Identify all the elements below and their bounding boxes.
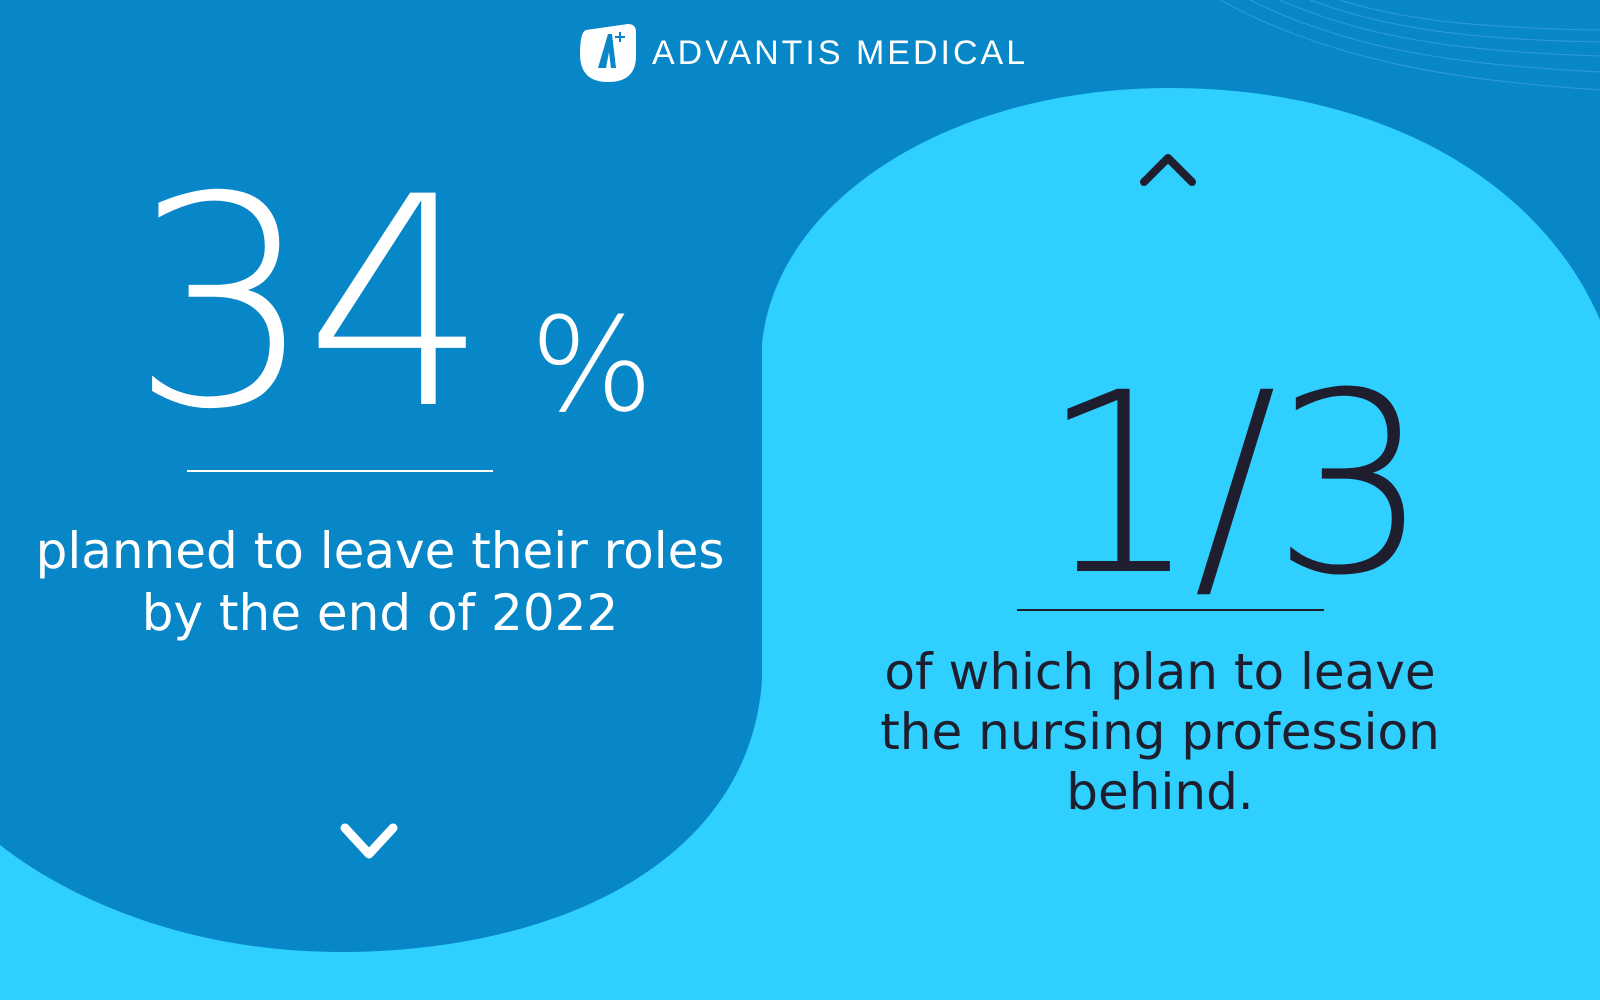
advantis-logo-icon	[580, 24, 636, 82]
brand-logo: ADVANTIS MEDICAL	[576, 22, 1028, 84]
chevron-up-icon	[1140, 154, 1196, 186]
brand-name: ADVANTIS MEDICAL	[652, 33, 1029, 72]
right-divider	[1017, 609, 1324, 611]
right-stat-caption: of which plan to leave the nursing profe…	[880, 643, 1440, 821]
left-stat-unit: %	[530, 289, 654, 441]
dark-blue-region	[0, 0, 1600, 952]
left-stat-caption: planned to leave their roles by the end …	[35, 522, 725, 642]
chevron-down-icon	[340, 823, 398, 859]
left-stat-value: 34	[130, 136, 489, 473]
decorative-lines	[1219, 0, 1600, 91]
left-divider	[187, 470, 493, 472]
right-stat-value: 1/3	[1040, 339, 1430, 630]
